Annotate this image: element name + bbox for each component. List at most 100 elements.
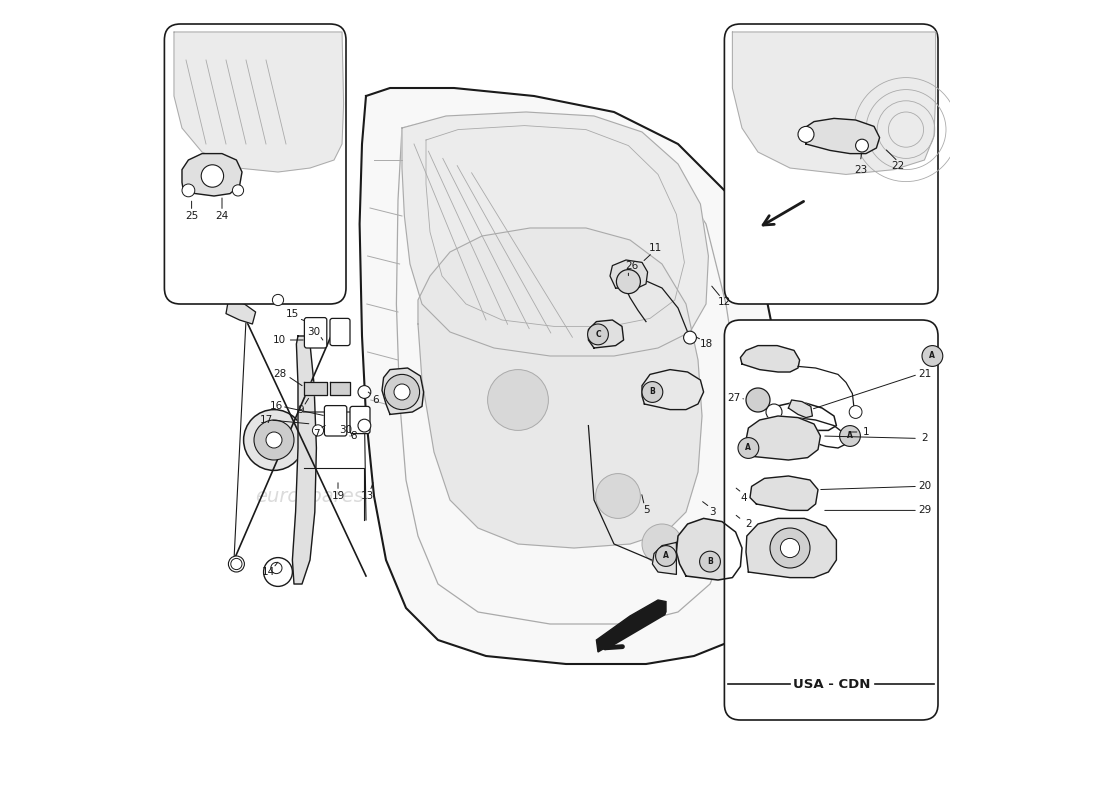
Text: 24: 24: [216, 211, 229, 221]
Circle shape: [358, 386, 371, 398]
Text: 8: 8: [351, 431, 358, 441]
Text: C: C: [595, 330, 601, 339]
Text: USA - CDN: USA - CDN: [793, 678, 870, 690]
Polygon shape: [652, 542, 676, 574]
Text: 3: 3: [710, 507, 716, 517]
Circle shape: [700, 551, 720, 572]
Text: 11: 11: [649, 243, 662, 253]
Circle shape: [798, 126, 814, 142]
Circle shape: [273, 294, 284, 306]
Text: 5: 5: [642, 506, 649, 515]
Text: 1: 1: [862, 427, 869, 437]
Text: 28: 28: [273, 370, 286, 379]
Circle shape: [595, 474, 640, 518]
Text: 27: 27: [727, 393, 740, 402]
Text: 30: 30: [340, 426, 353, 435]
Polygon shape: [786, 418, 846, 448]
Text: 9: 9: [297, 405, 304, 414]
Polygon shape: [182, 154, 242, 196]
Text: eurospares: eurospares: [416, 390, 525, 410]
Circle shape: [642, 382, 663, 402]
Circle shape: [770, 528, 810, 568]
Circle shape: [394, 384, 410, 400]
FancyBboxPatch shape: [350, 406, 370, 434]
Polygon shape: [596, 600, 666, 652]
Polygon shape: [418, 228, 702, 548]
Text: 2: 2: [745, 519, 751, 529]
Polygon shape: [402, 112, 708, 356]
Polygon shape: [772, 403, 836, 430]
Text: A: A: [847, 431, 852, 441]
Text: 2: 2: [921, 434, 927, 443]
FancyBboxPatch shape: [725, 24, 938, 304]
Circle shape: [738, 438, 759, 458]
Circle shape: [849, 406, 862, 418]
Circle shape: [232, 185, 243, 196]
Polygon shape: [226, 300, 255, 324]
Polygon shape: [676, 518, 742, 580]
Text: B: B: [649, 387, 656, 397]
Circle shape: [201, 165, 223, 187]
Text: eurospares: eurospares: [392, 350, 500, 370]
Circle shape: [587, 324, 608, 345]
Polygon shape: [804, 118, 880, 154]
Polygon shape: [293, 336, 317, 584]
Text: 10: 10: [273, 335, 286, 345]
Circle shape: [312, 425, 323, 436]
Text: 14: 14: [262, 567, 275, 577]
Circle shape: [616, 270, 640, 294]
Text: 6: 6: [372, 395, 378, 405]
Circle shape: [243, 410, 305, 470]
Text: 7: 7: [314, 429, 320, 438]
Polygon shape: [733, 32, 936, 174]
Polygon shape: [610, 260, 648, 290]
FancyBboxPatch shape: [324, 406, 346, 436]
Text: 4: 4: [740, 493, 747, 502]
Text: 21: 21: [917, 370, 931, 379]
Text: 25: 25: [185, 211, 198, 221]
Circle shape: [182, 184, 195, 197]
Text: eurospares: eurospares: [575, 630, 684, 650]
FancyBboxPatch shape: [330, 318, 350, 346]
Polygon shape: [330, 382, 350, 395]
Text: 30: 30: [307, 327, 320, 337]
Circle shape: [358, 419, 371, 432]
Text: A: A: [663, 551, 669, 561]
Circle shape: [384, 374, 419, 410]
Circle shape: [856, 139, 868, 152]
Circle shape: [271, 562, 282, 574]
Text: A: A: [746, 443, 751, 453]
FancyBboxPatch shape: [164, 24, 346, 304]
Polygon shape: [382, 368, 424, 414]
Text: 12: 12: [718, 298, 732, 307]
Circle shape: [780, 538, 800, 558]
Text: B: B: [707, 557, 713, 566]
Polygon shape: [750, 476, 818, 510]
FancyBboxPatch shape: [305, 318, 327, 348]
Text: 29: 29: [917, 506, 931, 515]
Polygon shape: [305, 382, 327, 395]
Polygon shape: [740, 346, 800, 372]
Circle shape: [229, 556, 244, 572]
Circle shape: [231, 558, 242, 570]
Circle shape: [766, 404, 782, 420]
Circle shape: [264, 558, 293, 586]
Polygon shape: [588, 320, 624, 348]
Text: A: A: [930, 351, 935, 361]
Polygon shape: [642, 370, 704, 410]
Text: 26: 26: [625, 261, 638, 270]
Text: 19: 19: [331, 491, 344, 501]
Text: eurospares: eurospares: [255, 486, 364, 506]
Circle shape: [266, 432, 282, 448]
Text: eurospares: eurospares: [543, 550, 652, 570]
Polygon shape: [746, 416, 821, 460]
Text: 18: 18: [700, 339, 713, 349]
Circle shape: [839, 426, 860, 446]
Circle shape: [683, 331, 696, 344]
Circle shape: [922, 346, 943, 366]
Circle shape: [254, 420, 294, 460]
Circle shape: [656, 546, 676, 566]
Polygon shape: [746, 518, 836, 578]
Circle shape: [642, 524, 682, 564]
Text: eurospares: eurospares: [512, 494, 620, 514]
